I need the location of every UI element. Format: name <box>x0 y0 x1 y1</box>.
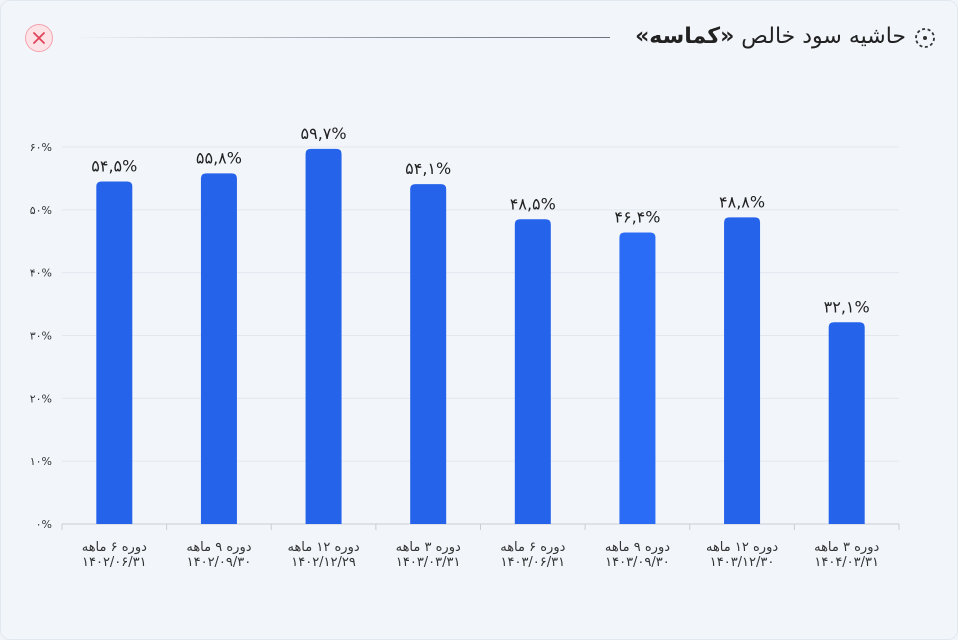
x-tick-label: دوره ۶ ماهه <box>500 540 565 555</box>
x-tick-date: ۱۴۰۳/۱۲/۳۰ <box>710 555 775 570</box>
y-tick-label: ۵۰% <box>30 204 52 217</box>
x-tick-label: دوره ۳ ماهه <box>814 540 879 555</box>
data-label: ۴۶,۴% <box>614 207 660 226</box>
data-label: ۵۴,۵% <box>91 157 137 176</box>
x-tick-date: ۱۴۰۲/۰۶/۳۱ <box>82 555 147 570</box>
y-tick-label: ۴۰% <box>30 267 52 280</box>
bar <box>96 181 133 524</box>
x-tick-date: ۱۴۰۳/۰۶/۳۱ <box>501 555 566 570</box>
x-tick-date: ۱۴۰۲/۱۲/۲۹ <box>291 555 356 570</box>
y-tick-label: ۶۰% <box>30 141 52 154</box>
data-label: ۴۸,۸% <box>719 192 765 211</box>
bar <box>410 184 447 525</box>
header-divider <box>72 37 610 38</box>
data-label: ۵۹,۷% <box>301 124 347 143</box>
y-tick-label: ۲۰% <box>30 392 52 405</box>
data-label: ۴۸,۵% <box>510 194 556 213</box>
x-tick-label: دوره ۹ ماهه <box>186 540 251 555</box>
y-tick-label: ۳۰% <box>30 330 52 343</box>
title-prefix: حاشیه سود خالص <box>734 24 906 49</box>
bar <box>724 217 761 524</box>
bar <box>305 148 342 524</box>
x-tick-date: ۱۴۰۲/۰۹/۳۰ <box>187 555 252 570</box>
panel-header: حاشیه سود خالص «کماسه» <box>0 0 958 72</box>
dashed-circle-icon <box>915 28 935 48</box>
bar <box>200 173 237 524</box>
y-tick-label: ۰% <box>36 518 52 531</box>
x-tick-date: ۱۴۰۳/۰۳/۳۱ <box>396 555 461 570</box>
title-brand: «کماسه» <box>635 24 735 49</box>
x-tick-date: ۱۴۰۴/۰۳/۳۱ <box>814 555 879 570</box>
data-label: ۵۴,۱% <box>405 159 451 178</box>
x-tick-label: دوره ۶ ماهه <box>82 540 147 555</box>
data-label: ۵۵,۸% <box>196 148 242 167</box>
x-tick-label: دوره ۱۲ ماهه <box>706 540 778 555</box>
bar <box>619 232 656 524</box>
x-tick-label: دوره ۹ ماهه <box>605 540 670 555</box>
x-tick-label: دوره ۳ ماهه <box>396 540 461 555</box>
x-tick-label: دوره ۱۲ ماهه <box>287 540 359 555</box>
bar <box>828 322 865 524</box>
close-icon <box>33 32 45 44</box>
data-label: ۳۲,۱% <box>824 297 870 316</box>
x-tick-date: ۱۴۰۳/۰۹/۳۰ <box>605 555 670 570</box>
close-button[interactable] <box>25 24 53 52</box>
bar <box>514 219 551 524</box>
page-title: حاشیه سود خالص «کماسه» <box>635 22 906 52</box>
y-tick-label: ۱۰% <box>30 455 52 468</box>
